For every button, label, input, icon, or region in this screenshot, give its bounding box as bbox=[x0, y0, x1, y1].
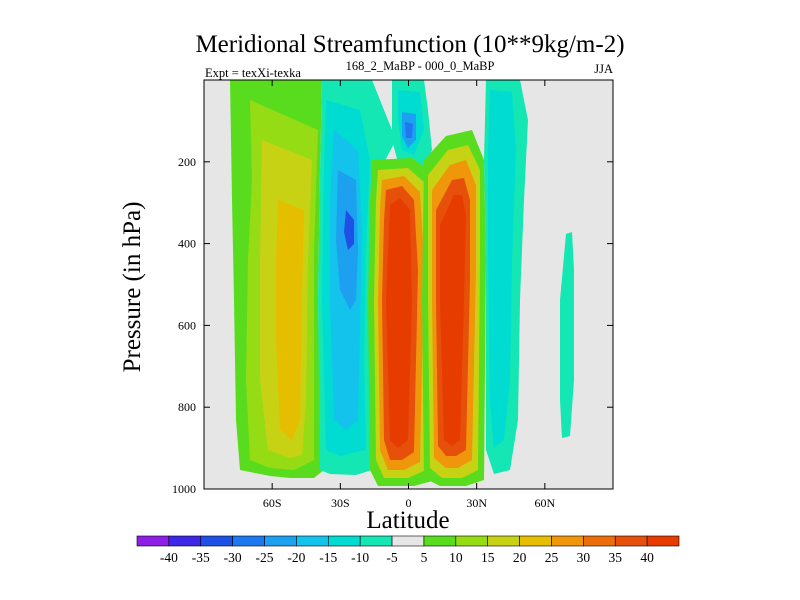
sh-negative-level-30 bbox=[344, 210, 354, 250]
colorbar-swatch bbox=[455, 535, 489, 547]
colorbar-label: 25 bbox=[545, 550, 559, 565]
colorbar-swatch bbox=[614, 535, 648, 547]
colorbar-label: -15 bbox=[319, 550, 337, 565]
colorbar-swatch bbox=[296, 535, 329, 547]
nh-negative-level-10 bbox=[488, 90, 516, 448]
colorbar-label: 10 bbox=[449, 550, 463, 565]
colorbar-swatch bbox=[646, 535, 680, 547]
colorbar-swatch bbox=[359, 535, 393, 547]
colorbar-label: -20 bbox=[287, 550, 305, 565]
tropical-north-level-40 bbox=[440, 195, 466, 446]
colorbar-label: -30 bbox=[224, 550, 242, 565]
colorbar-label: -5 bbox=[386, 550, 397, 565]
colorbar-swatch bbox=[168, 535, 202, 547]
y-tick-label: 600 bbox=[178, 318, 196, 332]
y-tick-label: 400 bbox=[178, 237, 196, 251]
colorbar-label: -40 bbox=[160, 550, 178, 565]
colorbar-swatch bbox=[232, 535, 265, 547]
y-axis-label: Pressure (in hPa) bbox=[119, 202, 146, 373]
nh-streak-level-5 bbox=[560, 232, 574, 438]
chart-title: Meridional Streamfunction (10**9kg/m-2) bbox=[195, 31, 624, 58]
colorbar-swatch bbox=[519, 535, 552, 547]
colorbar-swatch bbox=[423, 535, 457, 547]
sh-positive-level-20 bbox=[276, 200, 304, 440]
colorbar-swatch bbox=[136, 535, 170, 547]
colorbar-label: 40 bbox=[640, 550, 654, 565]
colorbar-label: -35 bbox=[192, 550, 210, 565]
x-axis-label: Latitude bbox=[366, 507, 449, 534]
y-tick-label: 200 bbox=[178, 155, 196, 169]
colorbar-swatch bbox=[200, 535, 233, 547]
y-axis-ticks: 200 400 600 800 1000 bbox=[172, 155, 613, 496]
colorbar-label: -25 bbox=[256, 550, 274, 565]
colorbar-label: 35 bbox=[608, 550, 622, 565]
colorbar-swatch bbox=[391, 535, 425, 547]
x-axis-ticks: 60S 30S 0 30N 60N bbox=[263, 80, 555, 510]
x-tick-label: 60N bbox=[534, 496, 555, 510]
colorbar-swatch bbox=[583, 535, 616, 547]
upper-negative-level-25 bbox=[405, 122, 413, 138]
y-tick-label: 800 bbox=[178, 400, 196, 414]
x-tick-label: 60S bbox=[263, 496, 282, 510]
contour-field bbox=[230, 80, 574, 486]
x-tick-label: 0 bbox=[406, 496, 412, 510]
colorbar-label: 20 bbox=[513, 550, 527, 565]
colorbar-swatch bbox=[551, 535, 584, 547]
tropical-south-level-40 bbox=[386, 198, 412, 448]
x-tick-label: 30S bbox=[331, 496, 350, 510]
x-tick-label: 30N bbox=[466, 496, 487, 510]
period-label: 168_2_MaBP - 000_0_MaBP bbox=[346, 59, 495, 73]
colorbar-swatch bbox=[327, 535, 361, 547]
experiment-label: Expt = texXi-texka bbox=[205, 66, 301, 80]
colorbar-swatch bbox=[264, 535, 297, 547]
colorbar: -40 -35 -30 -25 -20 -15 -10 -5 5 10 15 20 25 30 35 40 bbox=[136, 535, 680, 565]
colorbar-label: 5 bbox=[421, 550, 428, 565]
colorbar-swatch bbox=[487, 535, 520, 547]
colorbar-label: -10 bbox=[351, 550, 369, 565]
y-tick-label: 1000 bbox=[172, 482, 196, 496]
season-label: JJA bbox=[594, 62, 613, 76]
colorbar-label: 30 bbox=[577, 550, 591, 565]
colorbar-label: 15 bbox=[481, 550, 495, 565]
